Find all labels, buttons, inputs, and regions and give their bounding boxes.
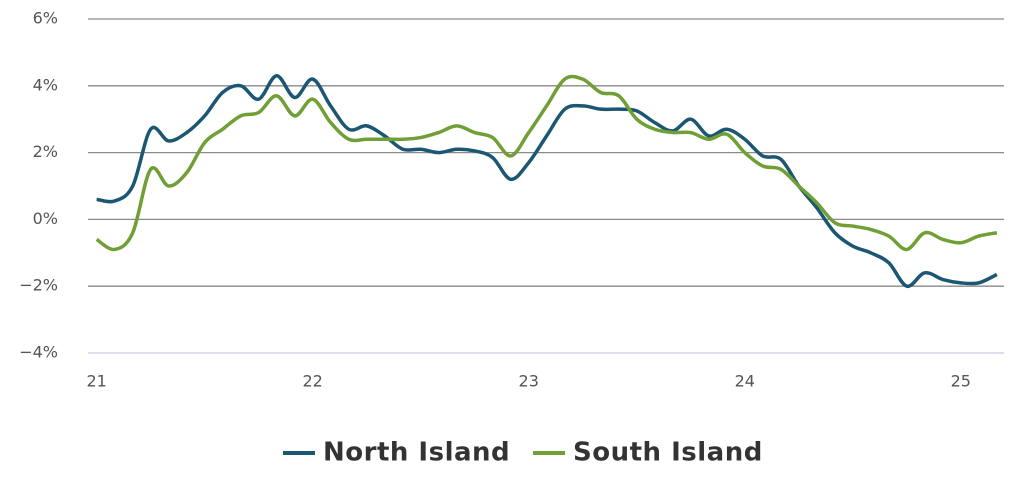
x-tick-label: 24	[735, 372, 755, 391]
x-tick-label: 25	[951, 372, 971, 391]
x-tick-label: 22	[302, 372, 322, 391]
x-tick-label: 21	[86, 372, 106, 391]
series-line	[95, 74, 998, 252]
y-tick-label: −4%	[19, 343, 58, 362]
y-tick-label: 2%	[33, 142, 58, 161]
y-tick-label: 4%	[33, 75, 58, 94]
x-tick-label: 23	[519, 372, 539, 391]
legend-label: North Island	[323, 438, 510, 468]
legend-label: South Island	[573, 438, 763, 468]
y-tick-label: 6%	[33, 9, 58, 28]
y-tick-label: 0%	[33, 209, 58, 228]
series-line	[96, 74, 998, 288]
y-tick-label: −2%	[19, 276, 58, 295]
